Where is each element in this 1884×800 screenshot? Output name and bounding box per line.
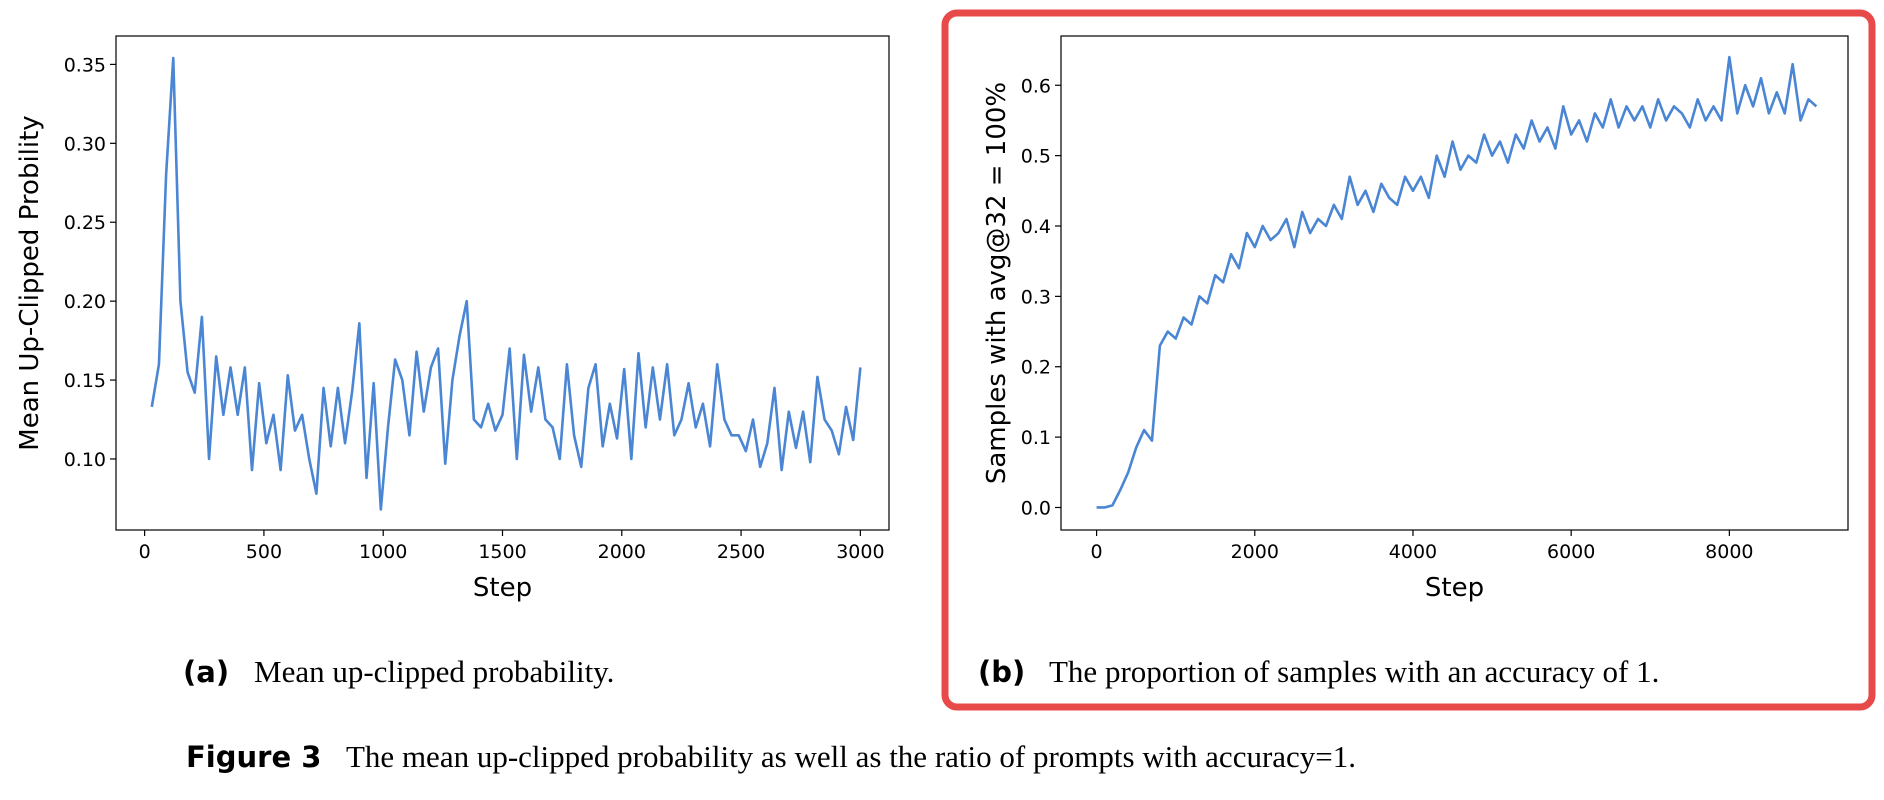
subcaption-label: (a) xyxy=(183,655,229,689)
y-axis-label: Mean Up-Clipped Probility xyxy=(15,115,45,450)
data-line xyxy=(150,56,862,511)
figure-label: Figure 3 xyxy=(186,740,321,774)
y-tick-label: 0.25 xyxy=(64,212,106,234)
y-tick-label: 0.20 xyxy=(64,291,106,313)
x-tick-label: 0 xyxy=(139,541,151,563)
y-tick-label: 0.35 xyxy=(64,54,106,76)
subcaption-label: (b) xyxy=(978,655,1025,689)
x-axis-label: Step xyxy=(1425,573,1484,603)
x-tick-label: 2000 xyxy=(598,541,646,563)
x-tick-label: 2500 xyxy=(717,541,765,563)
x-tick-label: 8000 xyxy=(1705,541,1753,563)
x-tick-label: 6000 xyxy=(1547,541,1595,563)
x-tick-label: 500 xyxy=(246,541,282,563)
y-tick-label: 0.3 xyxy=(1021,286,1051,308)
x-tick-label: 1000 xyxy=(359,541,407,563)
x-tick-label: 4000 xyxy=(1389,541,1437,563)
y-tick-label: 0.4 xyxy=(1021,216,1051,238)
data-line xyxy=(1096,55,1818,509)
y-tick-label: 0.5 xyxy=(1021,146,1051,168)
highlight-box xyxy=(941,9,1876,711)
y-tick-label: 0.0 xyxy=(1021,497,1051,519)
y-tick-label: 0.15 xyxy=(64,370,106,392)
y-tick-label: 0.1 xyxy=(1021,427,1051,449)
plot-frame xyxy=(1060,35,1849,531)
y-tick-label: 0.2 xyxy=(1021,357,1051,379)
plot-frame xyxy=(115,35,890,531)
subcaption: The proportion of samples with an accura… xyxy=(1049,654,1659,689)
y-tick-label: 0.30 xyxy=(64,133,106,155)
x-tick-label: 1500 xyxy=(478,541,526,563)
x-tick-label: 2000 xyxy=(1231,541,1279,563)
figure-caption: The mean up-clipped probability as well … xyxy=(346,739,1356,774)
y-tick-label: 0.6 xyxy=(1021,75,1051,97)
x-tick-label: 3000 xyxy=(836,541,884,563)
subcaption: Mean up-clipped probability. xyxy=(254,654,614,689)
x-axis-label: Step xyxy=(473,573,532,603)
y-tick-label: 0.10 xyxy=(64,449,106,471)
x-tick-label: 0 xyxy=(1091,541,1103,563)
y-axis-label: Samples with avg@32 = 100% xyxy=(982,82,1012,484)
